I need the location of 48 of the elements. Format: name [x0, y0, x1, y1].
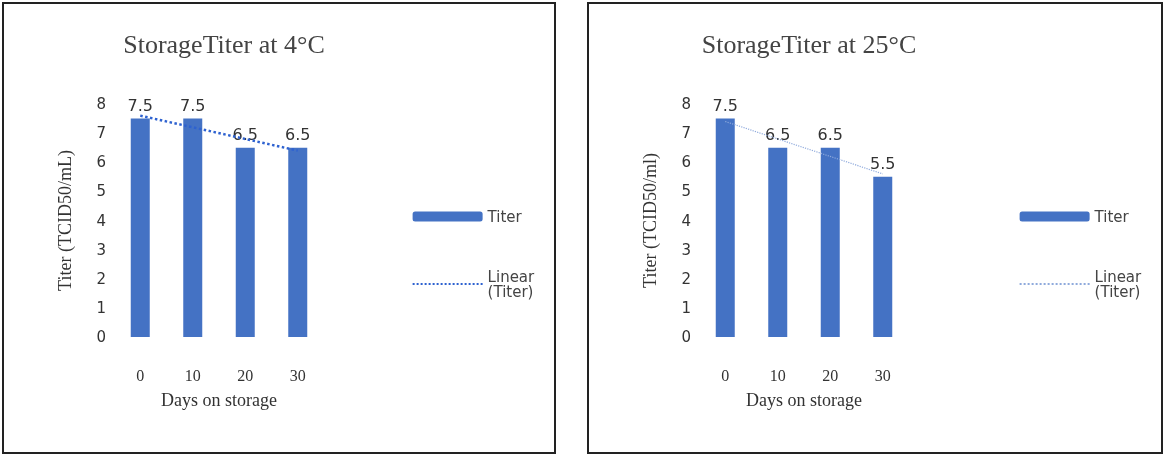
legend-label: Titer	[486, 207, 523, 226]
legend-label: Linear (Titer)	[487, 267, 539, 301]
bar	[820, 147, 840, 337]
x-axis-title: Days on storage	[746, 390, 862, 410]
x-tick-label: 30	[874, 366, 891, 384]
data-label: 7.5	[127, 96, 153, 116]
x-tick-label: 30	[289, 366, 306, 384]
x-tick-label: 20	[237, 366, 254, 384]
y-tick-label: 6	[96, 153, 106, 172]
data-label: 6.5	[817, 125, 843, 145]
y-tick-label: 8	[681, 95, 691, 113]
y-tick-label: 1	[96, 298, 106, 317]
y-tick-label: 2	[681, 269, 691, 288]
chart-title: StorageTiter at 4°C	[123, 29, 325, 59]
x-axis-title: Days on storage	[161, 390, 277, 410]
y-tick-label: 4	[96, 211, 106, 230]
y-tick-label: 4	[681, 211, 691, 230]
x-tick-label: 20	[822, 366, 839, 384]
data-label: 7.5	[180, 96, 206, 116]
chart-title: StorageTiter at 25°C	[701, 29, 917, 59]
x-tick-label: 10	[769, 366, 786, 384]
legend-label: Linear (Titer)	[1094, 267, 1146, 301]
bar	[873, 176, 893, 337]
x-tick-label: 10	[184, 366, 201, 384]
y-tick-label: 3	[681, 240, 691, 259]
y-axis-title: Titer (TCID50/mL)	[55, 150, 76, 291]
data-label: 6.5	[285, 125, 311, 145]
x-tick-label: 0	[136, 366, 145, 384]
bar	[715, 118, 735, 337]
y-tick-label: 5	[681, 182, 691, 201]
bar	[768, 147, 788, 337]
data-label: 6.5	[232, 125, 258, 145]
y-tick-label: 0	[681, 328, 691, 346]
x-tick-label: 0	[721, 366, 730, 384]
data-label: 5.5	[870, 154, 896, 174]
y-axis-title: Titer (TCID50/ml)	[640, 153, 661, 288]
y-tick-label: 1	[681, 298, 691, 317]
y-tick-label: 3	[96, 240, 106, 259]
data-label: 7.5	[712, 96, 738, 116]
y-tick-label: 5	[96, 182, 106, 201]
legend-label: Titer	[1093, 207, 1130, 226]
data-label: 6.5	[765, 125, 791, 145]
y-tick-label: 6	[681, 153, 691, 172]
y-tick-label: 0	[96, 328, 106, 346]
y-tick-label: 7	[681, 124, 691, 143]
y-tick-label: 2	[96, 269, 106, 288]
y-tick-label: 7	[96, 124, 106, 143]
y-tick-label: 8	[96, 95, 106, 113]
